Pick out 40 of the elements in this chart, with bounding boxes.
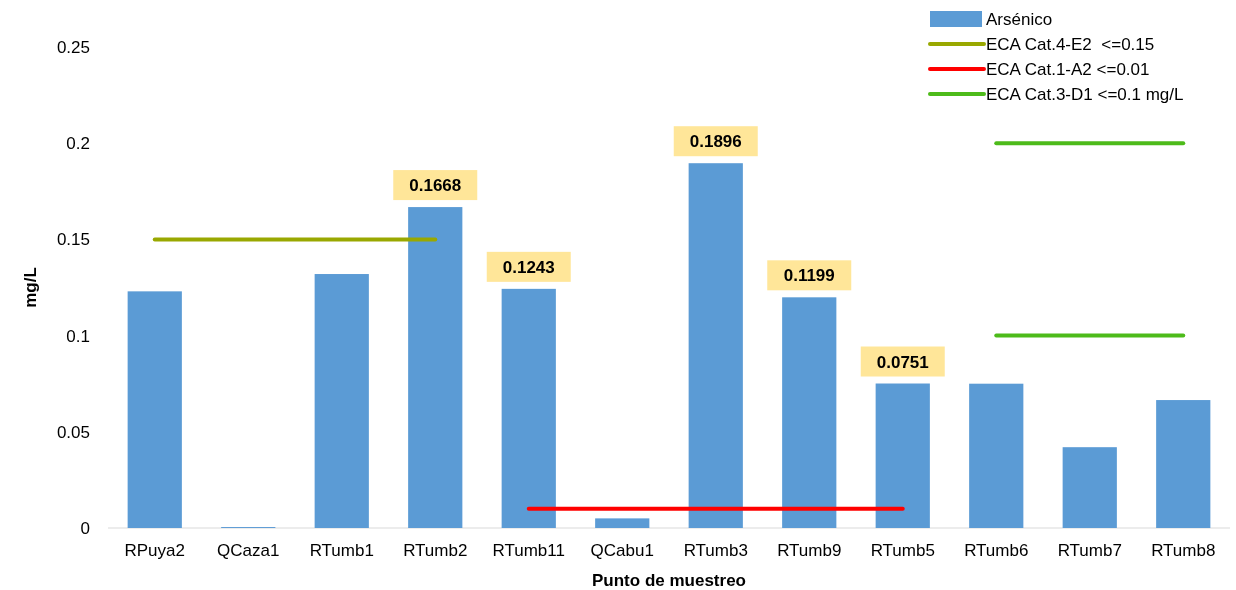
data-label: 0.0751 — [876, 352, 929, 372]
y-tick-label: 0 — [80, 519, 90, 538]
bar — [127, 291, 182, 528]
y-tick-label: 0.1 — [66, 326, 90, 346]
data-label: 0.1896 — [689, 132, 742, 152]
bar — [1156, 400, 1211, 528]
data-label: 0.1243 — [502, 257, 555, 277]
x-tick-label: RPuya2 — [124, 541, 185, 560]
x-tick-label: RTumb7 — [1057, 541, 1122, 560]
x-tick-label: RTumb1 — [309, 541, 374, 560]
bar — [595, 518, 650, 528]
y-tick-label: 0.2 — [66, 134, 90, 154]
legend-label: ECA Cat.3-D1 <=0.1 mg/L — [986, 85, 1184, 104]
bar — [408, 207, 463, 528]
x-tick-label: RTumb5 — [870, 541, 935, 560]
y-tick-label: 0.25 — [56, 38, 90, 57]
x-tick-label: QCaza1 — [217, 541, 280, 560]
x-tick-label: RTumb8 — [1151, 541, 1216, 560]
legend-label: ECA Cat.4-E2 <=0.15 — [986, 35, 1155, 54]
bar — [782, 297, 837, 528]
x-axis-title: Punto de muestreo — [592, 571, 746, 590]
bar — [969, 383, 1024, 528]
x-tick-label: RTumb11 — [492, 541, 565, 560]
y-axis-title: mg/L — [21, 267, 40, 308]
bar — [875, 383, 930, 528]
x-tick-label: RTumb6 — [964, 541, 1029, 560]
data-label: 0.1199 — [783, 266, 835, 286]
y-tick-label: 0.05 — [56, 422, 90, 442]
x-tick-label: RTumb9 — [777, 541, 842, 560]
bar — [1062, 447, 1117, 528]
data-label: 0.1668 — [409, 176, 462, 196]
bar — [501, 288, 556, 528]
x-tick-label: RTumb2 — [403, 541, 468, 560]
legend-label: Arsénico — [986, 10, 1053, 29]
bar — [314, 274, 369, 528]
y-tick-label: 0.15 — [56, 230, 90, 250]
x-tick-label: QCabu1 — [590, 541, 654, 560]
x-tick-label: RTumb3 — [683, 541, 748, 560]
legend-label: ECA Cat.1-A2 <=0.01 — [986, 60, 1150, 79]
bar — [688, 163, 743, 528]
